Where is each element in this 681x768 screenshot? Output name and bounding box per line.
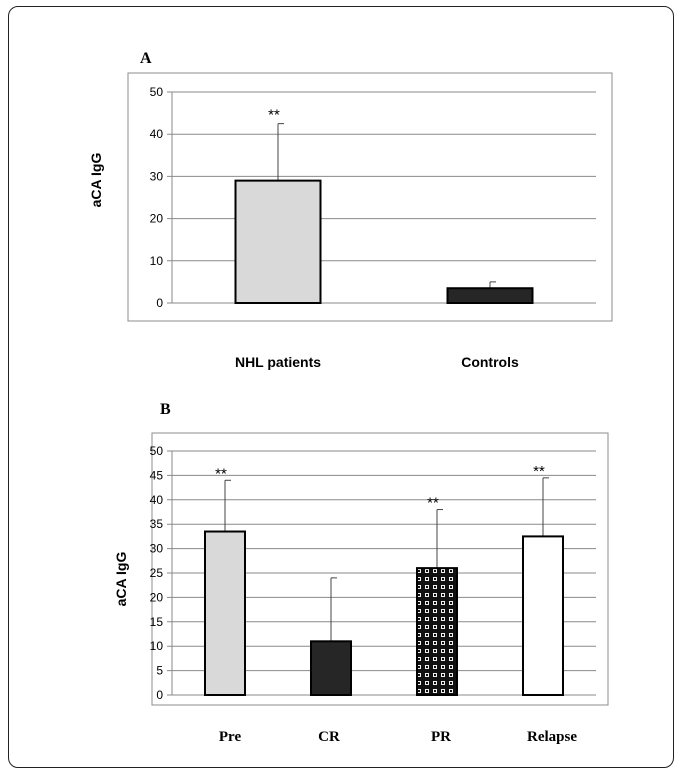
category-label: CR [318,729,340,744]
category-label: PR [431,729,451,744]
y-tick-label: 20 [150,590,164,604]
bar-controls [446,287,534,305]
bar-nhl-patients [234,179,322,304]
y-tick-label: 10 [150,254,164,268]
y-tick-label: 20 [150,212,164,226]
y-axis-label: aCA IgG [88,153,104,208]
category-label: NHL patients [235,354,321,370]
y-tick-label: 50 [150,85,164,99]
y-tick-label: 25 [150,566,164,580]
bar-cr [310,640,352,697]
y-tick-label: 40 [150,127,164,141]
significance-marker: ** [215,465,227,482]
category-label: Pre [219,729,242,744]
y-tick-label: 10 [150,639,164,653]
y-tick-label: 5 [156,664,163,678]
category-label: Controls [461,354,519,370]
bar-relapse [522,535,564,697]
panel-a: A 0 10 20 30 40 50 aCA IgG ** NHL patients Control… [88,50,613,370]
plot-frame [151,432,609,706]
y-tick-label: 30 [150,542,164,556]
y-tick-label: 40 [150,493,164,507]
significance-marker: ** [268,107,280,124]
plot-frame [127,72,613,322]
significance-marker: ** [427,495,439,512]
y-tick-label: 0 [156,688,163,702]
y-tick-label: 30 [150,169,164,183]
panel-b: B 0 5 10 15 20 25 30 35 40 45 50 aCA IgG ** Pre CR ** PR *… [113,401,609,744]
y-axis-label: aCA IgG [113,552,129,607]
significance-marker: ** [533,463,545,480]
panel-letter: B [160,401,171,418]
y-tick-label: 45 [150,468,164,482]
y-tick-label: 50 [150,444,164,458]
category-label: Relapse [527,729,577,744]
panel-letter: A [140,50,152,67]
bar-pr [416,567,458,696]
y-tick-label: 0 [156,296,163,310]
y-tick-label: 35 [150,517,164,531]
bar-pre [204,530,246,697]
y-tick-label: 15 [150,615,164,629]
